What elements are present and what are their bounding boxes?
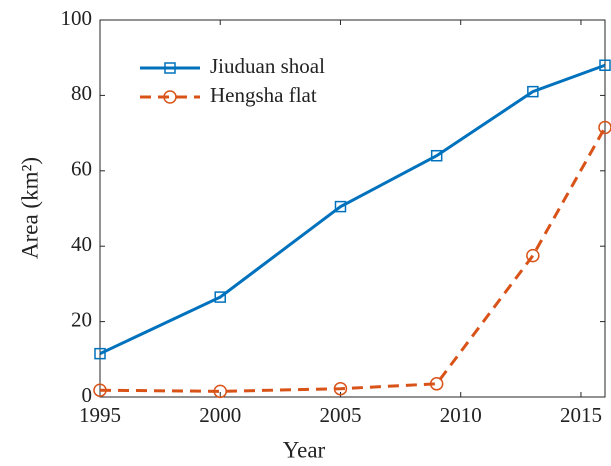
- y-tick-label: 100: [61, 6, 93, 30]
- marker: [213, 384, 227, 399]
- marker: [599, 59, 611, 71]
- marker: [527, 85, 539, 98]
- marker: [598, 120, 611, 135]
- x-tick-label: 2010: [440, 403, 482, 427]
- marker: [430, 149, 443, 162]
- legend-label: Jiuduan shoal: [210, 54, 325, 78]
- marker: [334, 200, 347, 213]
- x-tick-label: 2005: [319, 403, 361, 427]
- marker: [526, 248, 540, 263]
- y-tick-label: 0: [82, 383, 93, 407]
- x-tick-label: 2015: [560, 403, 602, 427]
- x-tick-label: 1995: [79, 403, 121, 427]
- y-axis-label: Area (km²): [17, 157, 42, 259]
- x-axis-label: Year: [283, 437, 326, 462]
- series-line: [99, 63, 606, 356]
- y-tick-label: 80: [71, 81, 92, 105]
- y-tick-label: 60: [71, 157, 92, 181]
- marker: [94, 347, 106, 360]
- y-tick-label: 40: [71, 232, 92, 256]
- marker: [93, 383, 107, 397]
- series-line: [99, 126, 607, 393]
- legend-marker: [163, 90, 177, 104]
- x-tick-label: 2000: [199, 403, 241, 427]
- legend-label: Hengsha flat: [210, 83, 317, 107]
- marker: [214, 291, 226, 303]
- legend-marker: [164, 62, 176, 74]
- marker: [333, 381, 348, 396]
- y-tick-label: 20: [71, 307, 92, 331]
- plot-frame: [99, 19, 606, 398]
- marker: [429, 377, 444, 391]
